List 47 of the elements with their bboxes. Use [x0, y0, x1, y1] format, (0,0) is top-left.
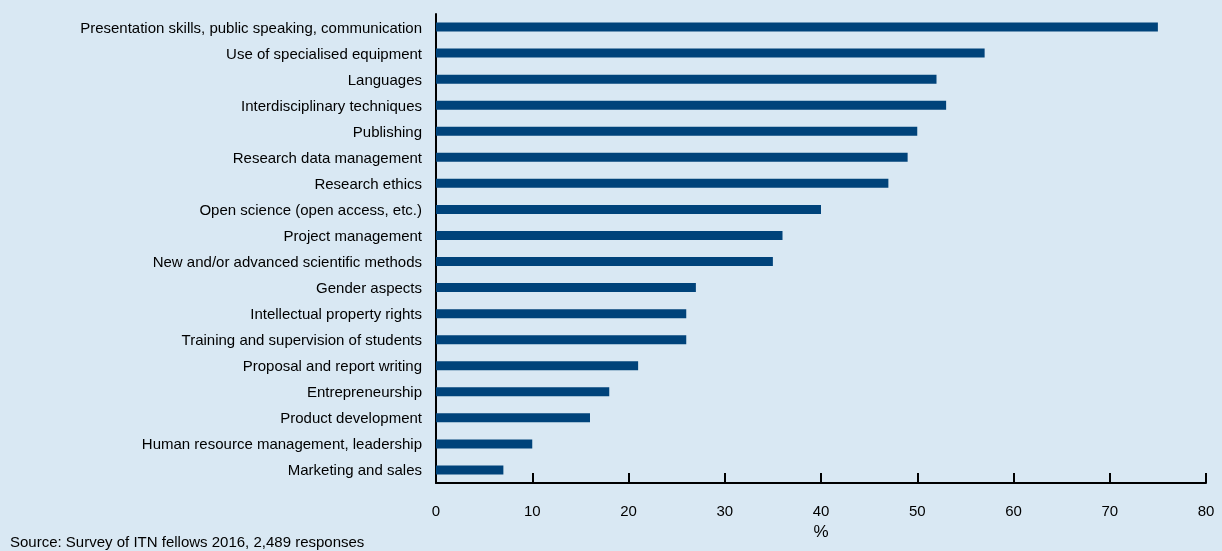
bar: [436, 152, 908, 162]
bar: [436, 100, 947, 110]
x-tick-label: 0: [431, 502, 441, 519]
y-tick-label: Intellectual property rights: [250, 305, 422, 323]
y-tick-label: New and/or advanced scientific methods: [152, 253, 422, 271]
bar: [436, 48, 985, 58]
bar: [436, 126, 918, 136]
bar: [436, 309, 687, 319]
bar: [436, 465, 504, 475]
y-tick-label: Gender aspects: [316, 279, 422, 297]
bar: [436, 335, 687, 345]
y-tick-label: Human resource management, leadership: [141, 435, 422, 453]
bar: [436, 361, 639, 371]
bar: [436, 257, 773, 267]
bar: [436, 22, 1158, 32]
x-tick-label: 80: [1197, 502, 1215, 519]
y-tick-label: Use of specialised equipment: [226, 44, 423, 62]
x-tick-label: 40: [812, 502, 830, 519]
y-tick-label: Languages: [347, 70, 422, 88]
y-tick-label: Open science (open access, etc.): [199, 200, 422, 218]
bar: [436, 204, 821, 214]
x-tick-label: 70: [1101, 502, 1119, 519]
bar: [436, 413, 590, 423]
bar: [436, 439, 533, 449]
x-tick-label: 30: [716, 502, 734, 519]
y-tick-label: Product development: [280, 409, 423, 427]
x-tick-label: 60: [1005, 502, 1022, 519]
y-tick-label: Presentation skills, public speaking, communication: [80, 18, 422, 36]
bar: [436, 178, 889, 188]
y-tick-label: Publishing: [352, 122, 422, 140]
bar: [436, 283, 696, 293]
y-tick-label: Proposal and report writing: [242, 357, 422, 375]
x-tick-label: 10: [523, 502, 541, 519]
y-tick-label: Project management: [283, 226, 423, 244]
bar: [436, 74, 937, 84]
y-tick-label: Training and supervision of students: [181, 331, 422, 349]
y-tick-label: Marketing and sales: [287, 461, 422, 479]
bar: [436, 387, 610, 397]
x-tick-label: 20: [620, 502, 637, 519]
bar: [436, 230, 783, 240]
x-axis-title: %: [813, 521, 829, 541]
y-tick-label: Entrepreneurship: [306, 383, 422, 401]
y-tick-label: Research ethics: [314, 174, 422, 192]
y-tick-label: Interdisciplinary techniques: [241, 96, 422, 114]
x-tick-label: 50: [908, 502, 926, 519]
source-note: Source: Survey of ITN fellows 2016, 2,489 responses: [10, 533, 365, 550]
y-tick-label: Research data management: [232, 148, 423, 166]
